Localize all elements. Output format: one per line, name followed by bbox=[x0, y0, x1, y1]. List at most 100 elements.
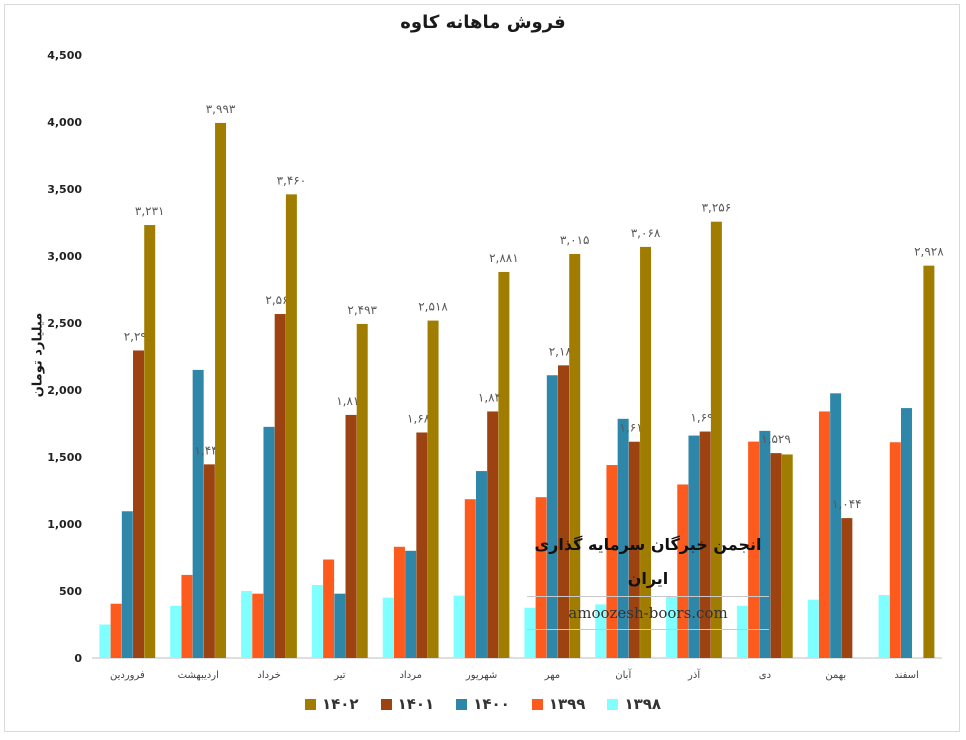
bar-۱۳۹۸-آذر bbox=[666, 596, 678, 658]
data-label: ۲,۵۱۸ bbox=[418, 300, 448, 314]
data-label: ۳,۲۵۶ bbox=[702, 201, 732, 215]
legend-swatch bbox=[456, 698, 468, 710]
bar-۱۳۹۹-اردیبهشت bbox=[181, 574, 193, 658]
bar-۱۴۰۰-فروردین bbox=[121, 511, 133, 658]
y-tick-label: 4,000 bbox=[47, 116, 82, 129]
data-label: ۳,۲۳۱ bbox=[135, 204, 165, 218]
bar-۱۴۰۰-اسفند bbox=[900, 408, 912, 658]
y-tick-label: 2,500 bbox=[47, 317, 82, 330]
data-label: ۱,۰۴۴ bbox=[832, 497, 862, 511]
legend-label: ۱۴۰۰ bbox=[473, 695, 510, 713]
bar-۱۳۹۹-دی bbox=[748, 441, 760, 658]
bar-۱۳۹۸-آبان bbox=[595, 604, 607, 658]
bar-۱۴۰۱-آذر bbox=[699, 431, 711, 658]
watermark: انجمن خبرگان سرمایه گذاری ایران amoozesh… bbox=[527, 528, 769, 630]
bar-۱۴۰۱-مهر bbox=[558, 365, 570, 658]
legend-label: ۱۴۰۱ bbox=[397, 695, 435, 713]
legend-item: ۱۴۰۲ bbox=[304, 695, 359, 713]
bar-۱۴۰۲-شهریور bbox=[498, 271, 510, 658]
bar-۱۴۰۰-آبان bbox=[617, 418, 629, 658]
bar-۱۴۰۰-مرداد bbox=[405, 550, 417, 658]
bar-۱۳۹۹-آذر bbox=[677, 484, 689, 658]
legend-label: ۱۳۹۹ bbox=[548, 695, 586, 713]
bar-۱۴۰۲-آبان bbox=[640, 246, 652, 658]
bar-۱۴۰۲-دی bbox=[781, 454, 793, 658]
bar-۱۴۰۲-فروردین bbox=[144, 225, 156, 658]
x-tick-label: خرداد bbox=[257, 670, 280, 681]
bar-۱۴۰۲-اردیبهشت bbox=[215, 122, 227, 659]
bar-۱۴۰۰-شهریور bbox=[475, 471, 487, 658]
bar-۱۳۹۸-بهمن bbox=[807, 599, 819, 658]
bar-۱۴۰۰-تیر bbox=[334, 593, 346, 658]
legend-label: ۱۴۰۲ bbox=[321, 695, 359, 713]
bar-۱۳۹۸-شهریور bbox=[453, 595, 465, 658]
x-tick-label: تیر bbox=[333, 670, 346, 681]
bar-۱۴۰۱-مرداد bbox=[416, 432, 428, 658]
legend-swatch bbox=[380, 698, 392, 710]
legend-swatch bbox=[607, 698, 619, 710]
y-tick-label: 1,000 bbox=[47, 518, 82, 531]
bar-۱۴۰۱-فروردین bbox=[133, 350, 145, 658]
bar-۱۳۹۹-آبان bbox=[606, 465, 618, 658]
legend-swatch bbox=[304, 698, 316, 710]
watermark-url: amoozesh-boors.com bbox=[527, 597, 769, 630]
bar-۱۴۰۲-آذر bbox=[710, 221, 722, 659]
x-tick-label: مهر bbox=[544, 670, 560, 681]
bar-۱۳۹۸-مهر bbox=[524, 607, 536, 658]
bar-۱۴۰۱-تیر bbox=[345, 414, 357, 658]
bar-۱۴۰۲-اسفند bbox=[923, 265, 935, 658]
legend-label: ۱۳۹۸ bbox=[624, 695, 662, 713]
data-label: ۳,۴۶۰ bbox=[277, 173, 307, 187]
legend: ۱۳۹۸ ۱۳۹۹ ۱۴۰۰ ۱۴۰۱ ۱۴۰۲ bbox=[0, 695, 966, 713]
data-label: ۲,۴۹۳ bbox=[347, 303, 377, 317]
y-tick-label: 1,500 bbox=[47, 451, 82, 464]
y-tick-label: 0 bbox=[74, 652, 82, 665]
bar-۱۳۹۹-خرداد bbox=[252, 593, 264, 658]
bar-۱۴۰۲-خرداد bbox=[285, 194, 297, 659]
x-tick-label: دی bbox=[759, 670, 771, 681]
x-tick-label: مرداد bbox=[399, 670, 422, 681]
legend-item: ۱۴۰۱ bbox=[380, 695, 435, 713]
bar-۱۴۰۱-شهریور bbox=[487, 411, 499, 658]
x-tick-label: اردیبهشت bbox=[178, 670, 219, 681]
bar-۱۴۰۱-دی bbox=[770, 453, 782, 658]
x-tick-label: اسفند bbox=[894, 670, 918, 681]
legend-item: ۱۳۹۹ bbox=[531, 695, 586, 713]
y-tick-label: 500 bbox=[59, 585, 82, 598]
y-tick-label: 4,500 bbox=[47, 49, 82, 62]
bar-۱۴۰۲-مهر bbox=[569, 253, 581, 659]
bar-۱۴۰۱-آبان bbox=[628, 441, 640, 658]
x-tick-label: آذر bbox=[687, 668, 701, 681]
y-tick-label: 2,000 bbox=[47, 384, 82, 397]
bar-۱۳۹۹-مرداد bbox=[393, 546, 405, 658]
data-label: ۲,۸۸۱ bbox=[489, 251, 519, 265]
legend-swatch bbox=[531, 698, 543, 710]
bar-۱۳۹۸-تیر bbox=[311, 584, 323, 658]
bar-۱۳۹۸-اردیبهشت bbox=[170, 605, 182, 658]
data-label: ۳,۰۶۸ bbox=[631, 226, 661, 240]
bar-۱۴۰۰-مهر bbox=[546, 375, 558, 658]
bar-۱۳۹۸-فروردین bbox=[99, 624, 111, 658]
legend-item: ۱۳۹۸ bbox=[607, 695, 661, 713]
bar-۱۴۰۲-مرداد bbox=[427, 320, 439, 658]
data-label: ۲,۹۲۸ bbox=[914, 245, 944, 259]
bar-۱۳۹۹-بهمن bbox=[818, 411, 830, 658]
bar-۱۳۹۹-شهریور bbox=[464, 499, 476, 658]
bar-۱۴۰۱-اردیبهشت bbox=[203, 464, 215, 658]
bar-۱۴۰۰-خرداد bbox=[263, 426, 275, 658]
data-label: ۳,۰۱۵ bbox=[560, 233, 590, 247]
x-tick-label: بهمن bbox=[825, 670, 846, 681]
bar-۱۴۰۰-دی bbox=[759, 430, 771, 658]
x-tick-label: آبان bbox=[615, 668, 632, 681]
bar-۱۳۹۹-مهر bbox=[535, 497, 547, 658]
bar-۱۴۰۰-آذر bbox=[688, 435, 700, 658]
y-tick-label: 3,000 bbox=[47, 250, 82, 263]
bar-۱۴۰۱-خرداد bbox=[274, 314, 286, 658]
data-label: ۳,۹۹۳ bbox=[206, 102, 236, 116]
bar-۱۳۹۹-اسفند bbox=[889, 442, 901, 658]
bar-۱۳۹۸-خرداد bbox=[241, 591, 253, 658]
bar-۱۴۰۰-بهمن bbox=[830, 393, 842, 658]
bar-۱۳۹۹-فروردین bbox=[110, 603, 122, 658]
data-label: ۱,۵۲۹ bbox=[761, 432, 791, 446]
